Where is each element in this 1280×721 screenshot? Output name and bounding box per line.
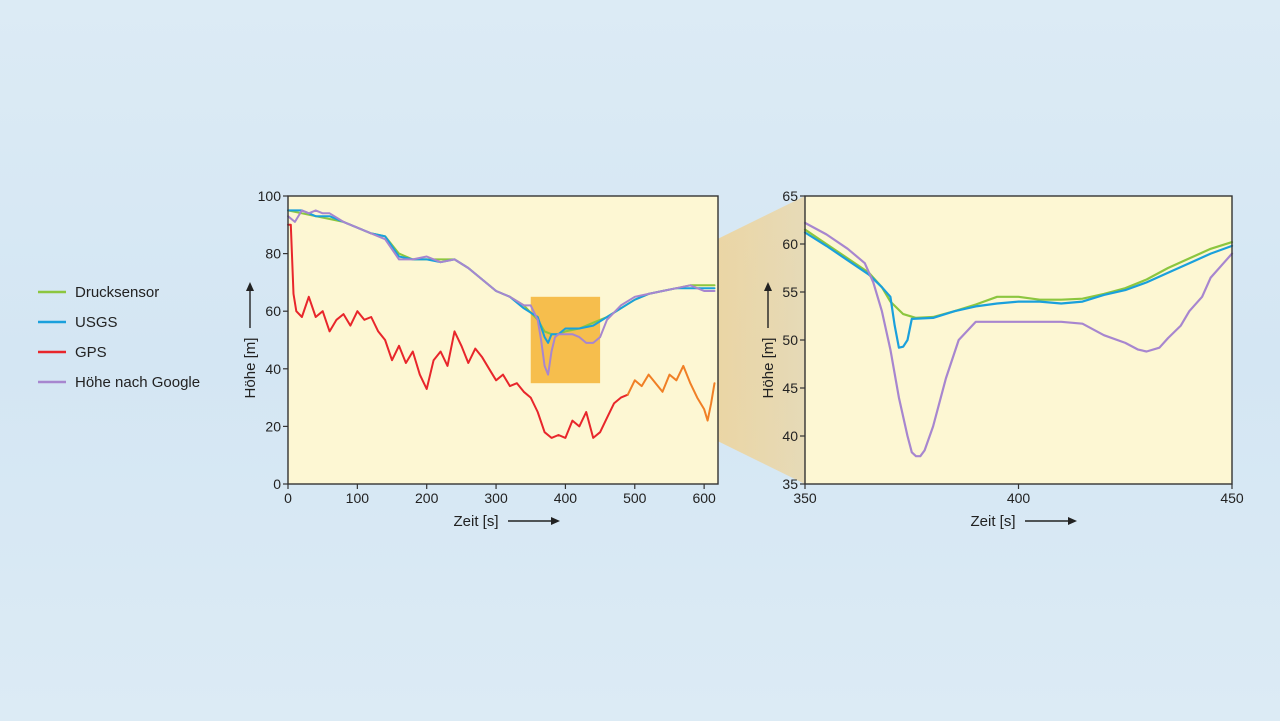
y-tick-label: 20 [265,418,281,434]
y-tick-label: 55 [782,284,798,300]
series-line-usgs [803,231,1234,349]
series-line-gps_zoomed [626,364,716,422]
legend-label-usgs: USGS [75,314,118,331]
legend-label-gps: GPS [75,344,107,361]
y-tick-label: 60 [265,303,281,319]
y-tick-label: 40 [265,361,281,377]
plot-frame [287,195,719,485]
y-axis-arrowhead [764,282,772,291]
legend-label-drucksensor: Drucksensor [75,284,159,301]
x-tick-label: 400 [1007,490,1031,506]
x-tick-label: 500 [623,490,647,506]
legend-label-google: Höhe nach Google [75,374,200,391]
y-tick-label: 100 [258,188,282,204]
x-tick-label: 450 [1220,490,1244,506]
overview-chart: 0 100 200 300 400 500 600 0 20 40 60 80 100 Zeit [s] H… [242,188,719,530]
y-tick-label: 50 [782,332,798,348]
x-tick-label: 400 [554,490,578,506]
x-tick-label: 300 [484,490,508,506]
zoom-highlight-region [530,296,601,384]
x-axis-label: Zeit [s] [453,513,498,530]
x-tick-label: 100 [346,490,370,506]
y-tick-label: 45 [782,380,798,396]
y-tick-label: 40 [782,428,798,444]
series-line-google [287,209,716,376]
x-tick-label: 350 [793,490,817,506]
y-tick-label: 60 [782,236,798,252]
x-tick-label: 200 [415,490,439,506]
x-tick-label: 600 [692,490,716,506]
series-line-gps [287,223,629,439]
y-axis-arrowhead [246,282,254,291]
y-tick-label: 65 [782,188,798,204]
plot-area [805,196,1232,484]
plot-area [288,196,718,484]
y-tick-label: 35 [782,476,798,492]
y-tick-label: 0 [273,476,281,492]
series-line-google [803,221,1234,458]
x-tick-label: 0 [284,490,292,506]
y-axis-label: Höhe [m] [760,338,777,399]
legend: Drucksensor USGS GPS Höhe nach Google [38,284,200,391]
x-axis-label: Zeit [s] [970,513,1015,530]
y-axis-label: Höhe [m] [242,338,259,399]
y-tick-label: 80 [265,246,281,262]
x-axis-arrowhead [1068,517,1077,525]
zoom-chart: 350 400 450 35 40 45 50 55 60 65 Zeit [s] Höhe [m] [760,188,1244,530]
x-axis-arrowhead [551,517,560,525]
